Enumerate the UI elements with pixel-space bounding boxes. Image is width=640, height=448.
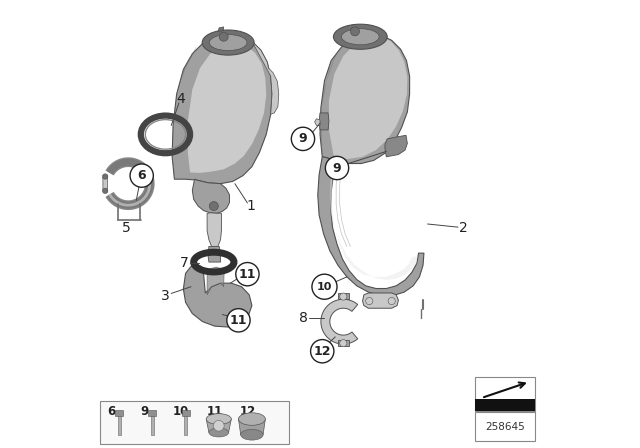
Circle shape <box>209 202 218 211</box>
Text: 258645: 258645 <box>485 422 525 432</box>
Text: 9: 9 <box>140 405 148 418</box>
Polygon shape <box>362 293 398 308</box>
Text: 11: 11 <box>239 267 256 281</box>
Circle shape <box>213 420 224 431</box>
Text: 4: 4 <box>177 91 186 106</box>
Polygon shape <box>115 410 124 416</box>
Ellipse shape <box>241 429 263 440</box>
Text: 1: 1 <box>246 199 255 213</box>
Polygon shape <box>184 415 187 435</box>
Polygon shape <box>206 419 231 432</box>
Polygon shape <box>218 27 223 31</box>
Polygon shape <box>338 293 349 299</box>
Polygon shape <box>320 52 338 157</box>
Circle shape <box>219 32 228 41</box>
Polygon shape <box>338 340 349 346</box>
Polygon shape <box>118 415 120 435</box>
Circle shape <box>365 297 373 305</box>
Text: 11: 11 <box>230 314 247 327</box>
Polygon shape <box>151 415 154 435</box>
Circle shape <box>340 293 347 300</box>
Circle shape <box>340 340 347 347</box>
Ellipse shape <box>209 34 247 51</box>
Polygon shape <box>239 419 266 435</box>
Polygon shape <box>183 264 252 327</box>
Circle shape <box>325 156 349 180</box>
Polygon shape <box>252 41 279 114</box>
Polygon shape <box>192 179 230 213</box>
Polygon shape <box>188 43 266 173</box>
Circle shape <box>291 127 315 151</box>
Circle shape <box>312 274 337 299</box>
Text: 10: 10 <box>173 405 189 418</box>
Bar <box>100 401 289 444</box>
Text: 3: 3 <box>161 289 170 303</box>
Polygon shape <box>207 267 224 295</box>
Circle shape <box>102 188 108 194</box>
Text: 11: 11 <box>206 405 223 418</box>
Text: 6: 6 <box>107 405 115 418</box>
Circle shape <box>236 263 259 286</box>
Polygon shape <box>385 135 407 157</box>
Circle shape <box>102 174 108 179</box>
Polygon shape <box>315 119 320 125</box>
Polygon shape <box>182 410 189 416</box>
Polygon shape <box>319 113 329 130</box>
Ellipse shape <box>239 413 266 425</box>
Polygon shape <box>320 34 410 164</box>
Polygon shape <box>172 46 196 179</box>
Circle shape <box>351 27 360 36</box>
Circle shape <box>388 297 396 305</box>
Circle shape <box>227 309 250 332</box>
Text: 9: 9 <box>333 161 341 175</box>
Text: 12: 12 <box>314 345 331 358</box>
Ellipse shape <box>202 30 254 55</box>
Text: 9: 9 <box>299 132 307 146</box>
Text: 12: 12 <box>239 405 255 418</box>
Circle shape <box>310 340 334 363</box>
Polygon shape <box>103 175 108 192</box>
Polygon shape <box>321 299 358 344</box>
Bar <box>474 377 535 411</box>
Ellipse shape <box>333 24 387 49</box>
Text: 10: 10 <box>317 282 332 292</box>
Bar <box>474 412 535 441</box>
Polygon shape <box>148 410 156 416</box>
Bar <box>474 399 535 411</box>
Text: 5: 5 <box>122 220 131 235</box>
Polygon shape <box>317 157 424 296</box>
Polygon shape <box>208 246 221 262</box>
Polygon shape <box>172 34 272 184</box>
Polygon shape <box>329 36 407 159</box>
Text: 8: 8 <box>300 311 308 325</box>
Circle shape <box>130 164 154 187</box>
Ellipse shape <box>209 428 228 437</box>
Text: 6: 6 <box>138 169 146 182</box>
Polygon shape <box>330 162 418 280</box>
Polygon shape <box>207 213 221 246</box>
Ellipse shape <box>342 29 379 45</box>
Ellipse shape <box>206 414 231 424</box>
Text: 2: 2 <box>459 221 468 236</box>
Text: 7: 7 <box>180 256 189 270</box>
